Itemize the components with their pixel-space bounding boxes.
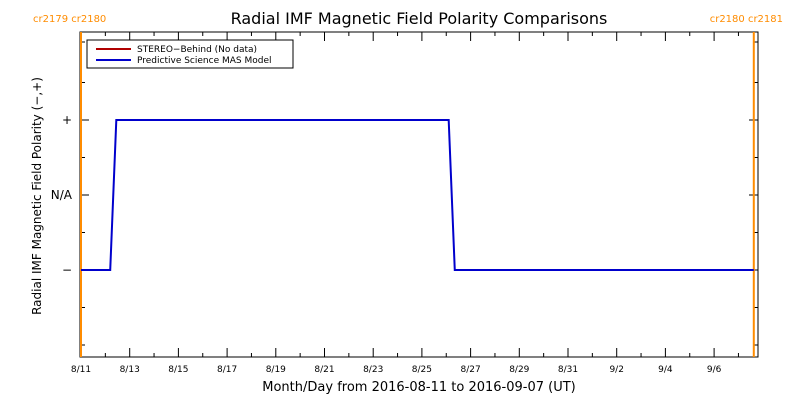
x-tick-label: 9/6 [707, 365, 722, 375]
legend-box [86, 39, 294, 69]
legend-label: Predictive Science MAS Model [137, 56, 272, 66]
axis-ticks: 8/11 8/13 8/15 8/17 8/19 8/21 8/23 8/25 8/27 8/29… [51, 32, 758, 375]
y-tick-label: − [62, 263, 72, 277]
y-axis-label: Radial IMF Magnetic Field Polarity (−,+) [30, 77, 44, 315]
x-tick-label: 8/17 [217, 365, 237, 375]
x-axis-label: Month/Day from 2016-08-11 to 2016-09-07 … [262, 380, 575, 395]
x-tick-label: 8/13 [120, 365, 140, 375]
x-tick-label: 8/21 [314, 365, 334, 375]
x-tick-label: 8/27 [460, 365, 480, 375]
x-tick-label: 8/31 [558, 365, 578, 375]
x-tick-label: 8/25 [412, 365, 432, 375]
x-tick-label: 8/29 [509, 365, 529, 375]
plot-frame [79, 31, 759, 358]
legend: STEREO−Behind (No data)Predictive Scienc… [86, 39, 294, 69]
x-tick-label: 9/2 [609, 365, 623, 375]
x-tick-label: 9/4 [658, 365, 673, 375]
series-line [81, 119, 754, 271]
x-tick-label: 8/19 [266, 365, 286, 375]
x-tick-label: 8/15 [168, 365, 188, 375]
series-layer [81, 119, 754, 271]
y-tick-label: N/A [51, 188, 73, 202]
chart-title: Radial IMF Magnetic Field Polarity Compa… [231, 9, 608, 28]
x-tick-label: 8/23 [363, 365, 383, 375]
legend-label: STEREO−Behind (No data) [137, 45, 257, 55]
carrington-label: cr2179 cr2180 [33, 14, 106, 25]
y-tick-label: + [62, 113, 72, 127]
carrington-markers: cr2179 cr2180 cr2180 cr2181 [33, 14, 783, 357]
x-tick-label: 8/11 [71, 365, 91, 375]
carrington-label: cr2180 cr2181 [710, 14, 783, 25]
